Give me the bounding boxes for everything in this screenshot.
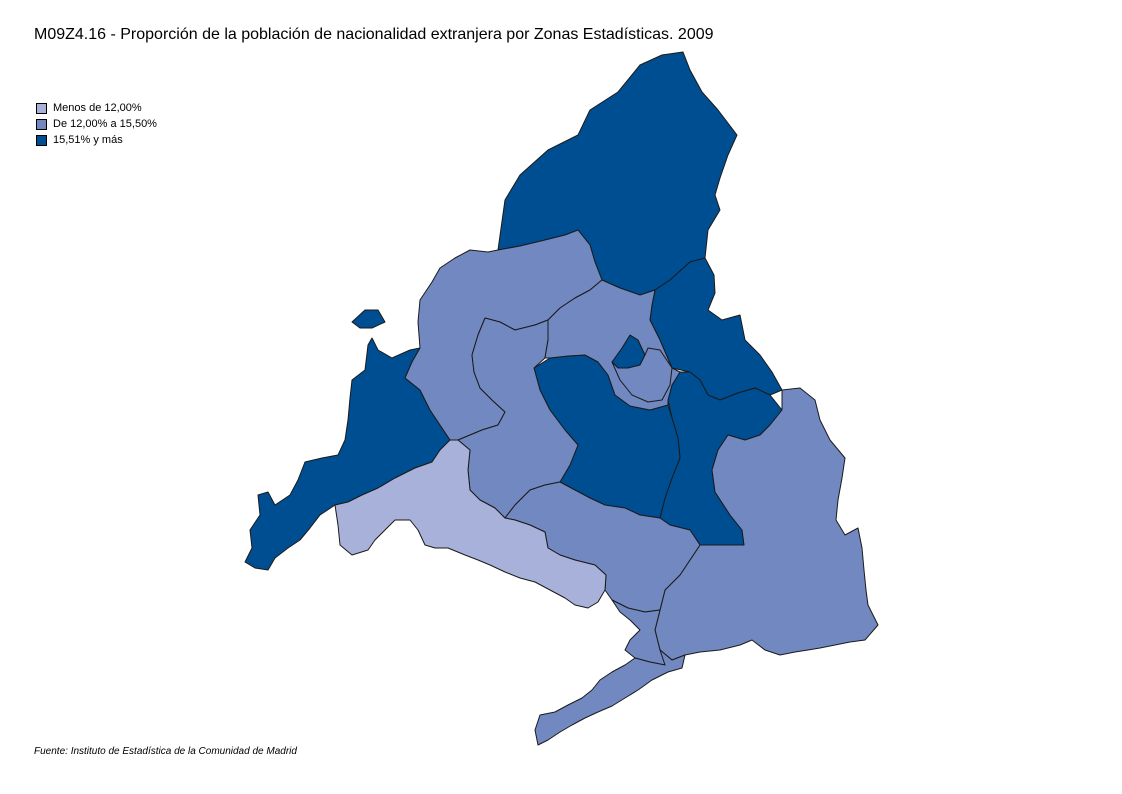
legend-swatch [36, 134, 47, 146]
zone-sur-oeste[interactable] [334, 439, 607, 609]
legend-label: De 12,00% a 15,50% [53, 118, 157, 130]
page-title: M09Z4.16 - Proporción de la población de… [34, 26, 714, 43]
legend-label: 15,51% y más [53, 134, 123, 146]
zone-aranjuez[interactable] [534, 649, 686, 746]
map-legend: Menos de 12,00% De 12,00% a 15,50% 15,51… [36, 100, 157, 148]
legend-swatch [36, 118, 47, 130]
legend-item: 15,51% y más [36, 132, 157, 148]
legend-label: Menos de 12,00% [53, 102, 142, 114]
legend-item: Menos de 12,00% [36, 100, 157, 116]
source-note: Fuente: Instituto de Estadística de la C… [34, 746, 297, 757]
legend-swatch [36, 102, 47, 114]
zone-oeste-metropolitano[interactable] [611, 347, 673, 403]
legend-item: De 12,00% a 15,50% [36, 116, 157, 132]
